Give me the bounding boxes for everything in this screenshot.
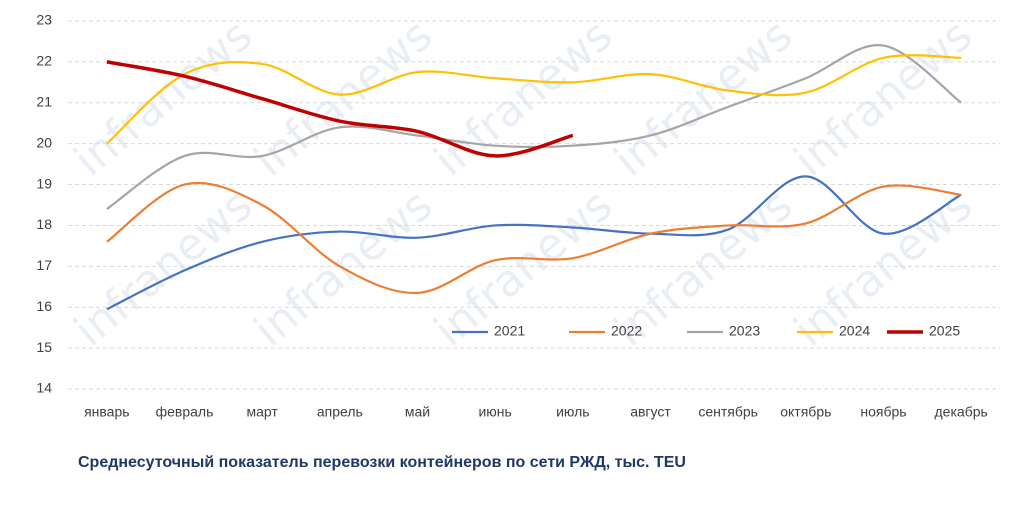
legend-label: 2021 (494, 323, 525, 339)
legend-label: 2023 (729, 323, 760, 339)
x-tick-label: февраль (156, 404, 214, 420)
watermark: infranews (65, 10, 262, 187)
legend-label: 2024 (839, 323, 870, 339)
legend-label: 2025 (929, 323, 960, 339)
y-tick-label: 21 (36, 93, 52, 109)
watermark: infranews (245, 10, 442, 187)
series-line (106, 181, 962, 295)
series-line (106, 54, 962, 145)
chart-title: Среднесуточный показатель перевозки конт… (78, 454, 686, 471)
watermark: infranews (65, 180, 262, 357)
x-tick-label: март (247, 404, 279, 420)
watermark: infranews (425, 10, 622, 187)
y-tick-label: 20 (36, 134, 52, 150)
y-tick-label: 14 (36, 380, 52, 396)
x-tick-label: январь (84, 404, 129, 420)
y-tick-label: 23 (36, 12, 52, 28)
x-tick-label: май (405, 404, 430, 420)
x-tick-label: июль (556, 404, 589, 420)
y-tick-label: 17 (36, 257, 52, 273)
y-tick-label: 22 (36, 53, 52, 69)
x-tick-label: ноябрь (860, 404, 906, 420)
x-tick-label: октябрь (780, 404, 831, 420)
x-tick-label: декабрь (935, 404, 988, 420)
x-tick-label: апрель (317, 404, 363, 420)
series-line (106, 175, 962, 311)
series-line (106, 60, 574, 158)
x-tick-label: июнь (478, 404, 511, 420)
y-tick-label: 18 (36, 216, 52, 232)
x-tick-label: сентябрь (698, 404, 758, 420)
y-tick-label: 19 (36, 175, 52, 191)
x-tick-label: август (630, 404, 671, 420)
watermark: infranews (785, 10, 982, 187)
legend-label: 2022 (611, 323, 642, 339)
y-tick-label: 15 (36, 339, 52, 355)
watermark: infranews (605, 10, 802, 187)
y-tick-label: 16 (36, 298, 52, 314)
